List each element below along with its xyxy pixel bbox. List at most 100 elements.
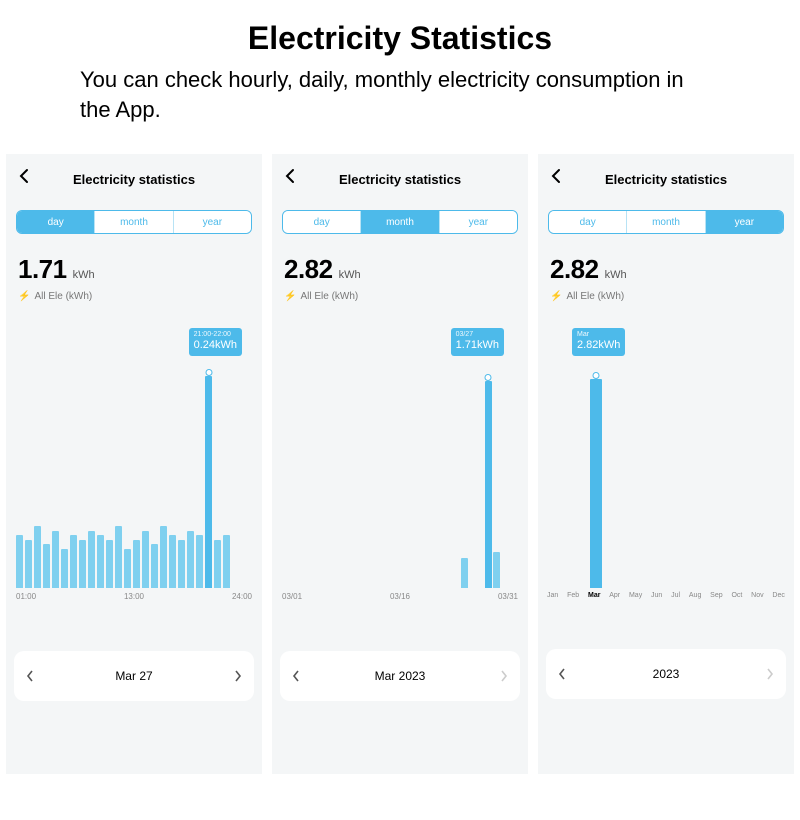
x-tick: Jan (547, 592, 558, 599)
total-unit: kWh (605, 269, 627, 281)
x-tick: Feb (567, 592, 579, 599)
bar[interactable] (106, 540, 113, 589)
screen-title: Electricity statistics (339, 172, 461, 187)
bar[interactable] (590, 379, 602, 588)
x-tick: Jul (671, 592, 680, 599)
panel-month: Electricity statistics day month year 2.… (272, 154, 528, 774)
bar[interactable] (52, 531, 59, 589)
bars-container (14, 358, 254, 588)
bar[interactable] (43, 544, 50, 588)
x-tick: Dec (772, 592, 784, 599)
x-tick: Aug (689, 592, 701, 599)
segment-month[interactable]: month (361, 211, 439, 233)
picker-prev-icon[interactable] (558, 668, 566, 680)
date-picker: 2023 (546, 649, 786, 699)
legend-label: All Ele (kWh) (566, 291, 624, 302)
panel-day: Electricity statistics day month year 1.… (6, 154, 262, 774)
back-icon[interactable] (16, 168, 32, 184)
date-picker: Mar 27 (14, 651, 254, 701)
panels-row: Electricity statistics day month year 1.… (0, 124, 800, 774)
tooltip-line2: 1.71kWh (456, 339, 499, 352)
segment-day[interactable]: day (283, 211, 361, 233)
bar[interactable] (214, 540, 221, 589)
bar[interactable] (124, 549, 131, 589)
total-value: 2.82 (284, 254, 333, 285)
bar[interactable] (205, 376, 212, 588)
bar[interactable] (25, 540, 32, 589)
bar[interactable] (61, 549, 68, 589)
x-tick: 13:00 (124, 592, 144, 601)
bars-container (280, 358, 520, 588)
bar[interactable] (493, 552, 500, 588)
bar[interactable] (485, 381, 492, 588)
picker-label: Mar 27 (115, 669, 152, 683)
segment-year[interactable]: year (706, 211, 783, 233)
total-unit: kWh (339, 269, 361, 281)
total-unit: kWh (73, 269, 95, 281)
picker-prev-icon[interactable] (292, 670, 300, 682)
bar[interactable] (142, 531, 149, 589)
total-usage: 1.71 kWh (18, 254, 250, 285)
bolt-icon: ⚡ (284, 291, 296, 302)
back-icon[interactable] (548, 168, 564, 184)
page-title: Electricity Statistics (0, 20, 800, 57)
picker-next-icon[interactable] (234, 670, 242, 682)
bar[interactable] (151, 544, 158, 588)
legend-label: All Ele (kWh) (34, 291, 92, 302)
segment-year[interactable]: year (440, 211, 517, 233)
bar[interactable] (115, 526, 122, 588)
bolt-icon: ⚡ (18, 291, 30, 302)
bar[interactable] (133, 540, 140, 589)
bars-container (546, 358, 786, 588)
picker-prev-icon[interactable] (26, 670, 34, 682)
x-tick: Oct (731, 592, 742, 599)
bar[interactable] (79, 540, 86, 589)
segment-day[interactable]: day (17, 211, 95, 233)
bar[interactable] (97, 535, 104, 588)
x-tick: Sep (710, 592, 722, 599)
legend-label: All Ele (kWh) (300, 291, 358, 302)
tooltip-line1: 21:00-22:00 (194, 331, 237, 339)
total-usage: 2.82 kWh (550, 254, 782, 285)
picker-next-icon[interactable] (500, 670, 508, 682)
legend: ⚡ All Ele (kWh) (284, 291, 516, 302)
segment-day[interactable]: day (549, 211, 627, 233)
screen-title: Electricity statistics (73, 172, 195, 187)
bar[interactable] (461, 558, 468, 588)
bar[interactable] (160, 526, 167, 588)
back-icon[interactable] (282, 168, 298, 184)
x-tick: 03/16 (390, 592, 410, 601)
bar[interactable] (34, 526, 41, 588)
chart-day[interactable]: 21:00-22:00 0.24kWh (14, 308, 254, 588)
x-tick: 01:00 (16, 592, 36, 601)
bar[interactable] (16, 535, 23, 588)
legend: ⚡ All Ele (kWh) (550, 291, 782, 302)
chart-tooltip: 21:00-22:00 0.24kWh (189, 328, 242, 356)
x-tick: 03/31 (498, 592, 518, 601)
chart-month[interactable]: 03/27 1.71kWh (280, 308, 520, 588)
bar[interactable] (187, 531, 194, 589)
tooltip-line1: Mar (577, 331, 620, 339)
segment-month[interactable]: month (627, 211, 705, 233)
chart-year[interactable]: Mar 2.82kWh (546, 308, 786, 588)
chart-tooltip: Mar 2.82kWh (572, 328, 625, 356)
bar[interactable] (223, 535, 230, 588)
x-tick: Mar (588, 592, 600, 599)
bar[interactable] (196, 535, 203, 588)
x-axis: 03/01 03/16 03/31 (280, 592, 520, 601)
segment-year[interactable]: year (174, 211, 251, 233)
picker-next-icon[interactable] (766, 668, 774, 680)
bar[interactable] (178, 540, 185, 589)
segment-control: day month year (548, 210, 784, 234)
screen-title: Electricity statistics (605, 172, 727, 187)
bar[interactable] (88, 531, 95, 589)
tooltip-line2: 0.24kWh (194, 339, 237, 352)
bar[interactable] (70, 535, 77, 588)
x-tick: 24:00 (232, 592, 252, 601)
legend: ⚡ All Ele (kWh) (18, 291, 250, 302)
segment-control: day month year (16, 210, 252, 234)
x-tick: 03/01 (282, 592, 302, 601)
segment-month[interactable]: month (95, 211, 173, 233)
x-tick: Apr (609, 592, 620, 599)
bar[interactable] (169, 535, 176, 588)
